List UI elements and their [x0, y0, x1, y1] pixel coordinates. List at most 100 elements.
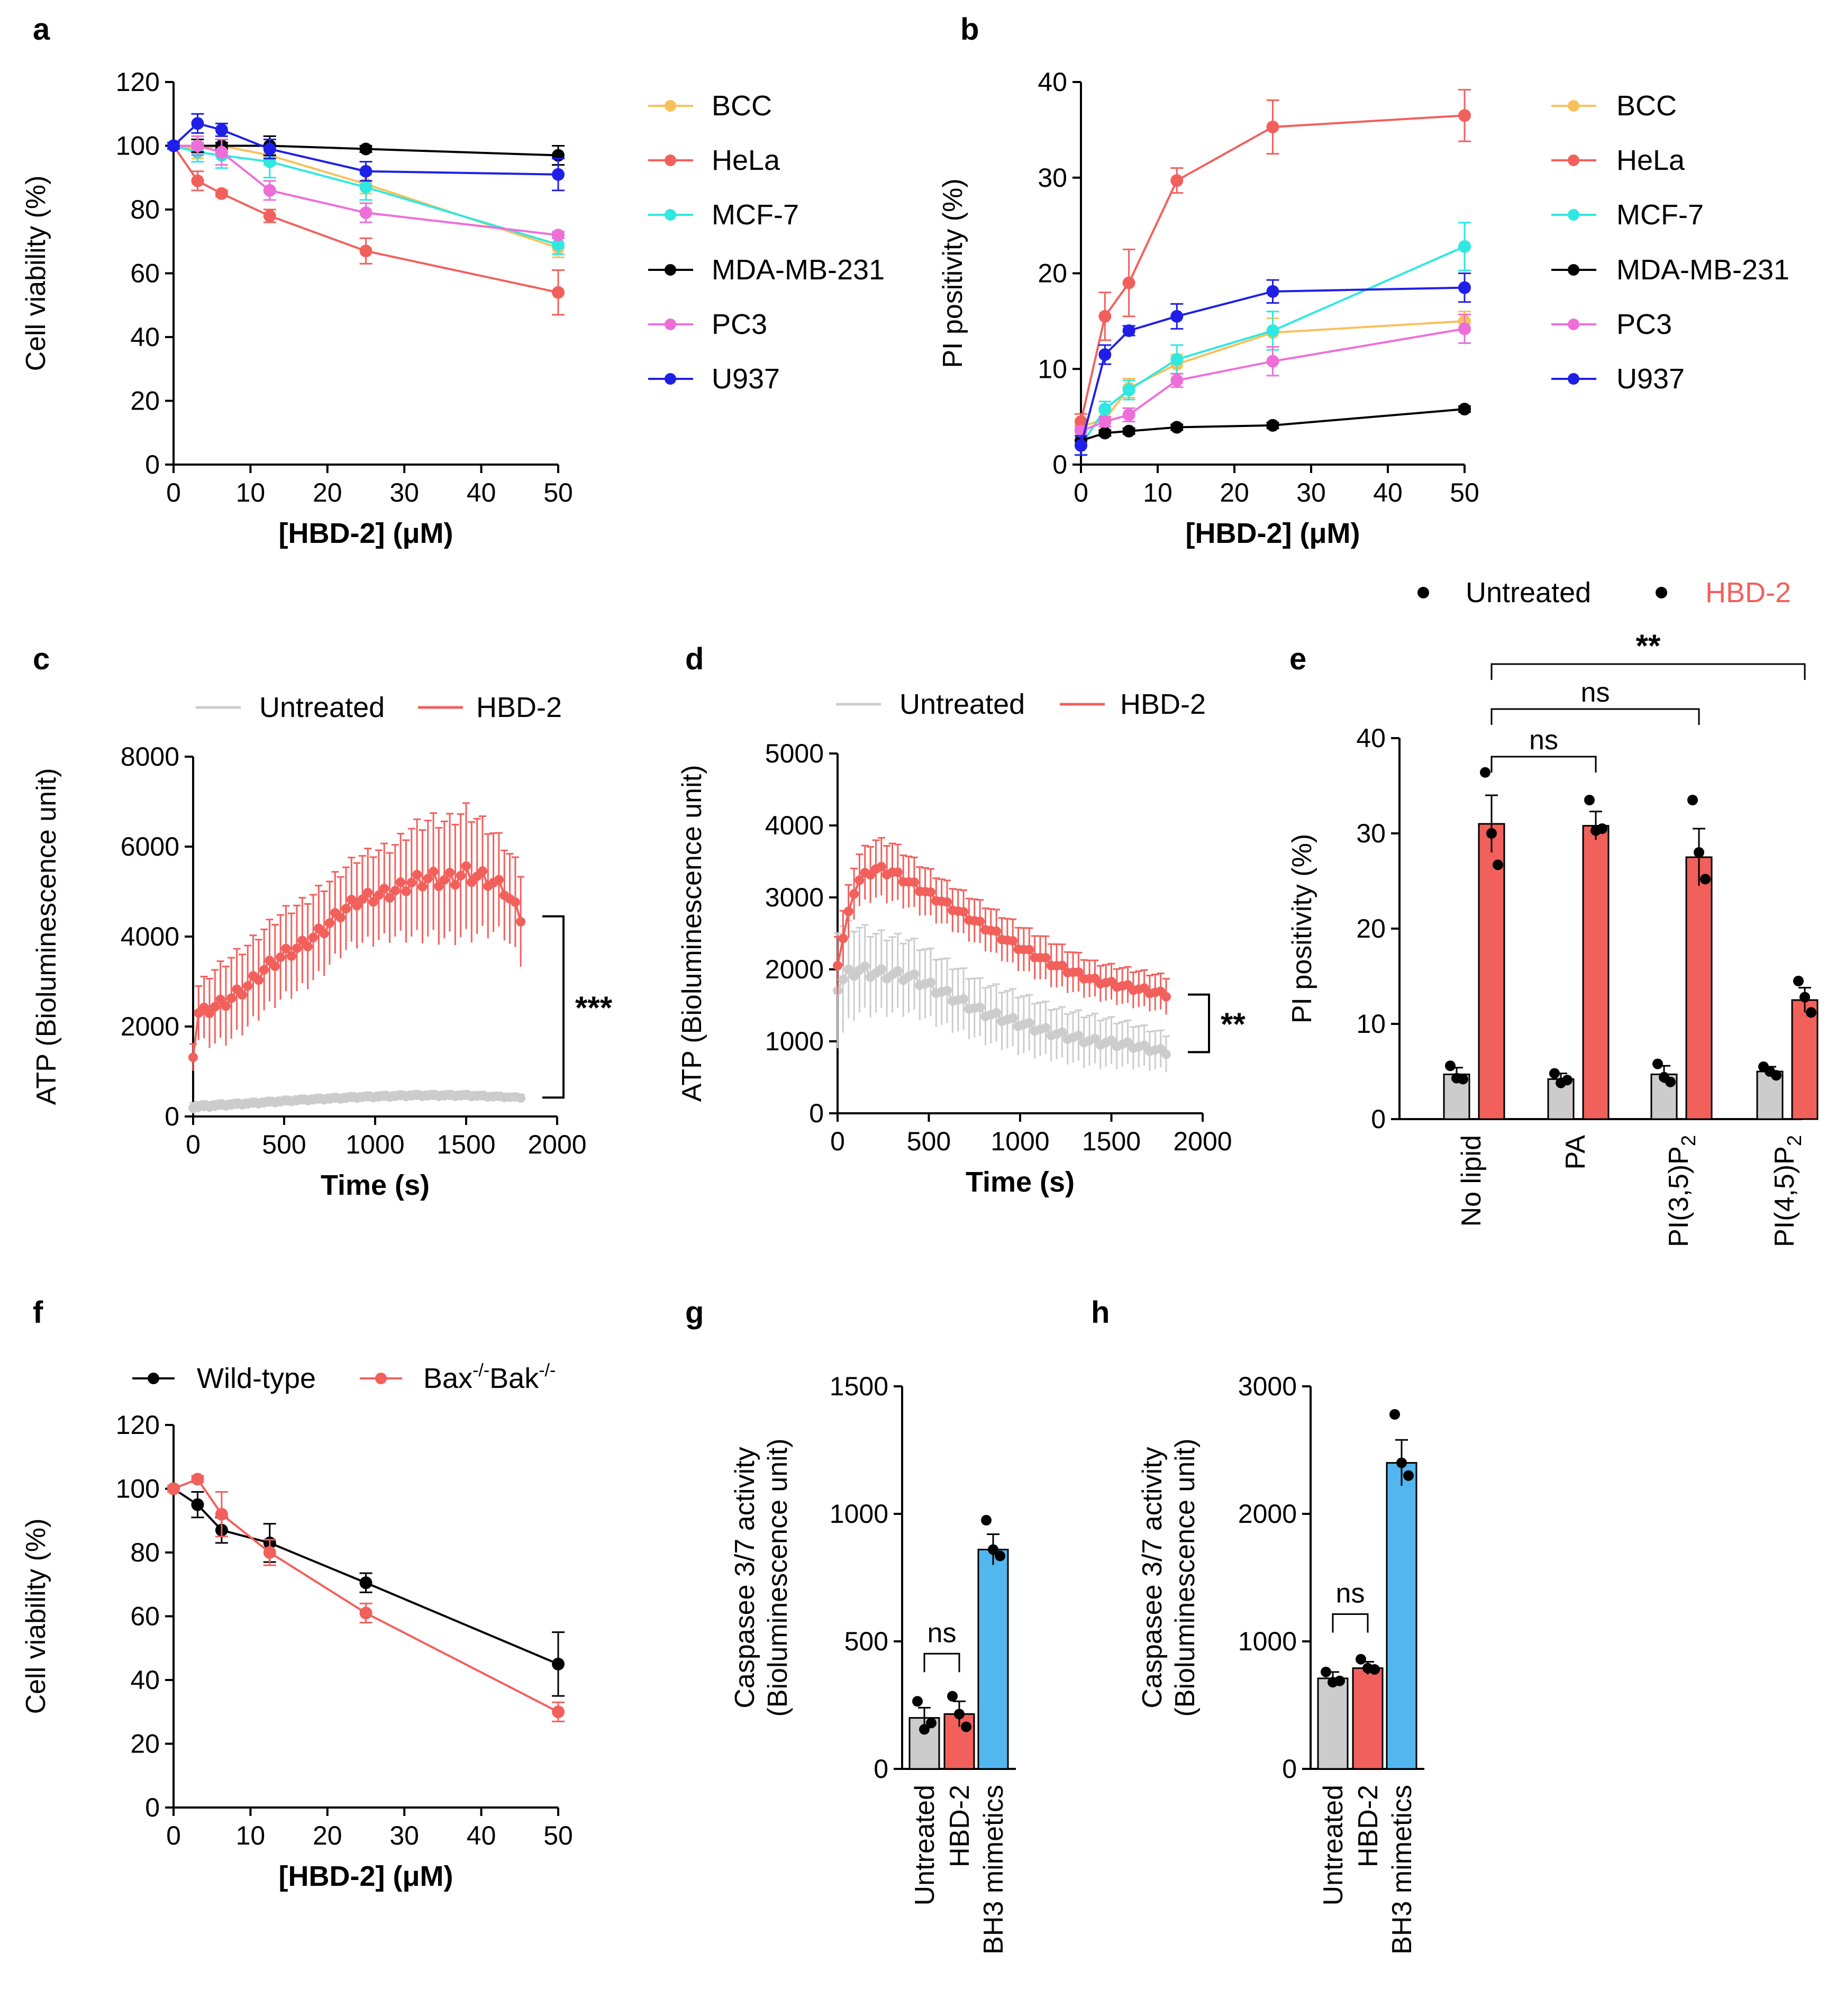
f-point-Wild-type	[359, 1576, 372, 1590]
c-ytick-label: 6000	[121, 832, 179, 861]
e-point-HBD-2	[1493, 859, 1503, 870]
e-point-HBD-2	[1687, 795, 1698, 805]
b-xtick-label: 20	[1220, 478, 1249, 507]
b-point-U937	[1170, 310, 1184, 323]
legend-a-hela-marker	[665, 155, 676, 166]
g-comparison-label: ns	[928, 1618, 957, 1648]
c-xtick-label: 1500	[437, 1130, 495, 1159]
b-point-HeLa	[1122, 276, 1135, 289]
f-point-Bax-/-Bak-/-	[263, 1546, 276, 1559]
a-ytick-label: 80	[130, 195, 160, 224]
e-point-HBD-2	[1799, 992, 1810, 1003]
e-comparison-label: **	[1636, 628, 1661, 664]
e-point-Untreated	[1445, 1060, 1456, 1071]
g-ytick-label: 500	[844, 1627, 888, 1656]
a-point-HeLa	[552, 286, 565, 299]
a-x-label: [HBD-2] (μM)	[279, 517, 453, 549]
g-ytick-label: 0	[874, 1754, 888, 1784]
plot-g: 0 500 1000 1500 Caspasee 3/7 activity (Biolum…	[730, 1372, 1016, 1955]
g-point	[981, 1515, 992, 1526]
a-xtick-label: 30	[389, 478, 419, 507]
g-point	[954, 1709, 965, 1720]
f-point-Bax-/-Bak-/-	[215, 1508, 228, 1521]
e-ytick-label: 0	[1371, 1104, 1386, 1134]
b-point-U937	[1098, 348, 1112, 361]
legend-b-bcc: BCC	[1616, 90, 1677, 122]
a-ytick-label: 100	[116, 131, 160, 161]
e-bar-HBD-2	[1685, 856, 1713, 1120]
d-xtick-label: 1500	[1082, 1127, 1141, 1156]
panel-label-b: b	[960, 12, 979, 47]
h-point	[1321, 1666, 1331, 1677]
d-ytick-label: 1000	[765, 1027, 824, 1056]
h-comparison-bracket	[1332, 1613, 1369, 1633]
g-point	[926, 1718, 937, 1729]
c-ytick-label: 4000	[121, 922, 179, 951]
b-xtick-label: 40	[1373, 478, 1403, 507]
e-y-label: PI positivity (%)	[1287, 834, 1317, 1023]
a-ytick-label: 40	[130, 322, 160, 352]
d-ytick-label: 4000	[765, 811, 824, 840]
g-category-label: BH3 mimetics	[978, 1785, 1009, 1955]
legend-e-hbd: HBD-2	[1705, 577, 1791, 609]
legend-d-untreated: Untreated	[899, 688, 1025, 720]
g-category-label: HBD-2	[944, 1785, 975, 1867]
h-category-label: HBD-2	[1353, 1785, 1384, 1867]
g-point	[919, 1724, 930, 1735]
a-series-line-HeLa	[172, 145, 559, 294]
f-ytick-label: 40	[130, 1665, 160, 1695]
a-point-HeLa	[359, 244, 372, 258]
plot-h: 0 1000 2000 3000 Caspasee 3/7 activity (Biolu…	[1137, 1372, 1424, 1955]
e-ytick-label: 20	[1356, 914, 1386, 943]
d-line-untreated	[837, 965, 1167, 1055]
g-point	[912, 1696, 923, 1707]
e-category-label: PI(3,5)P2	[1664, 1135, 1700, 1247]
f-ytick-label: 20	[130, 1729, 160, 1759]
d-xtick-label: 1000	[990, 1127, 1049, 1156]
b-ytick-label: 40	[1038, 67, 1067, 97]
d-ytick-label: 5000	[765, 739, 824, 768]
a-point-U937	[359, 165, 372, 178]
f-point-Bax-/-Bak-/-	[191, 1473, 204, 1486]
f-xtick-label: 40	[467, 1821, 496, 1850]
d-sig-bracket	[1188, 993, 1210, 1054]
f-ytick-label: 120	[116, 1410, 160, 1440]
plot-b: 0 10 20 30 40 0 10 20 30 40 50 [HBD-2] (μM) PI posit…	[938, 67, 1479, 549]
h-point	[1369, 1664, 1380, 1675]
b-point-MCF-7	[1266, 324, 1279, 337]
h-category-label: Untreated	[1318, 1785, 1349, 1905]
d-xtick-label: 500	[907, 1127, 951, 1156]
f-xtick-label: 30	[389, 1821, 419, 1850]
c-ytick-label: 2000	[121, 1012, 179, 1041]
b-point-MDA-MB-231	[1098, 426, 1112, 440]
plot-a: 0 20 40 60 80 100 120 0 10 20 30 40 50 [HBD-2] (μM) Ce…	[21, 67, 573, 549]
g-category-label: Untreated	[910, 1785, 940, 1905]
f-xtick-label: 20	[313, 1821, 342, 1850]
g-y-label: Caspasee 3/7 activity	[730, 1447, 760, 1708]
a-y-label: Cell viability (%)	[21, 176, 51, 371]
e-comparison-bracket	[1490, 663, 1806, 680]
a-ytick-label: 120	[116, 67, 160, 97]
a-xtick-label: 10	[236, 478, 266, 507]
f-xtick-label: 10	[236, 1821, 266, 1850]
plot-f: 0 20 40 60 80 100 120 0 10 20 30 40 50 [HBD-2] (μM) Ce…	[21, 1410, 573, 1892]
d-ytick-label: 3000	[765, 883, 824, 912]
legend-b-pc3-marker	[1568, 319, 1579, 330]
c-xtick-label: 2000	[528, 1130, 586, 1159]
panel-label-e: e	[1289, 642, 1306, 676]
h-ytick-label: 3000	[1238, 1372, 1297, 1401]
b-point-PC3	[1458, 322, 1471, 335]
c-x-label: Time (s)	[321, 1169, 430, 1201]
e-ytick-label: 30	[1356, 819, 1386, 848]
legend-b-u937: U937	[1616, 363, 1685, 395]
f-ytick-label: 60	[130, 1602, 160, 1631]
b-ytick-label: 10	[1038, 354, 1067, 384]
h-ytick-label: 1000	[1238, 1627, 1297, 1656]
a-point-PC3	[552, 229, 565, 242]
d-line-hbd2	[837, 865, 1167, 998]
a-xtick-label: 50	[543, 478, 573, 507]
legend-a: BCC HeLa MCF-7 MDA-MB-231 PC3 U937	[648, 90, 885, 395]
d-ytick-label: 2000	[765, 955, 824, 984]
legend-a-pc3-marker	[665, 319, 676, 330]
